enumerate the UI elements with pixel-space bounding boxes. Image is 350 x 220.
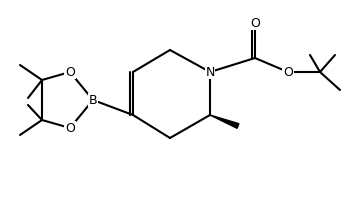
Polygon shape (210, 115, 239, 128)
Text: N: N (205, 66, 215, 79)
Text: O: O (65, 121, 75, 134)
Text: O: O (250, 16, 260, 29)
Text: B: B (89, 94, 97, 106)
Text: O: O (65, 66, 75, 79)
Text: O: O (283, 66, 293, 79)
